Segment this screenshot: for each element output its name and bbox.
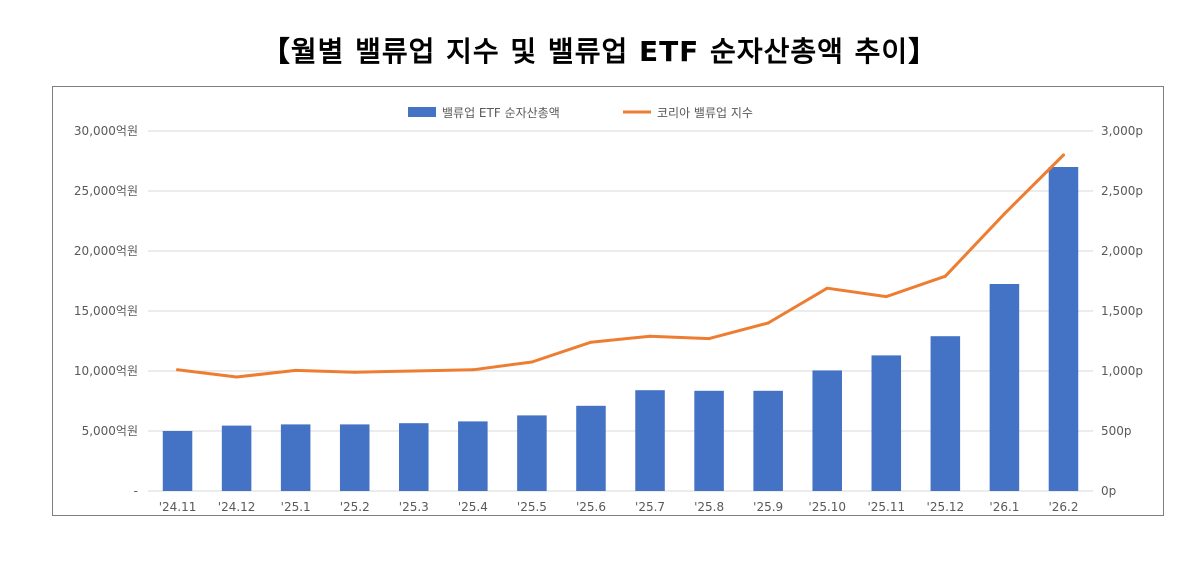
y-left-tick-label: 30,000억원 (74, 124, 138, 138)
bar (812, 370, 842, 491)
bar (458, 421, 488, 491)
bar (1048, 167, 1079, 491)
legend-label-line: 코리아 밸류업 지수 (657, 106, 753, 120)
legend-swatch-bar (408, 107, 436, 117)
y-right-tick-label: 2,500p (1101, 184, 1143, 198)
x-tick-label: '26.2 (1048, 500, 1078, 514)
x-tick-label: '25.9 (753, 500, 783, 514)
x-tick-label: '25.8 (694, 500, 724, 514)
x-tick-label: '24.12 (218, 500, 256, 514)
y-right-tick-label: 2,000p (1101, 244, 1143, 258)
chart-frame: - 5,000억원 10,000억원 15,000억원 20,000억원 25,000억원… (52, 86, 1164, 516)
y-left-tick-label: 15,000억원 (74, 304, 138, 318)
line-point (766, 321, 770, 325)
x-tick-label: '25.6 (576, 500, 606, 514)
chart-svg: - 5,000억원 10,000억원 15,000억원 20,000억원 25,000억원… (74, 106, 1143, 514)
x-tick-label: '25.7 (635, 500, 665, 514)
y-right-tick-label: 1,500p (1101, 304, 1143, 318)
line-point (1061, 153, 1065, 157)
bar (635, 390, 665, 491)
series-line (176, 153, 1065, 379)
x-tick-label: '25.1 (281, 500, 311, 514)
bar (162, 431, 193, 491)
bar (576, 405, 606, 491)
bar (694, 390, 724, 491)
y-left-tick-label: - (134, 484, 138, 498)
line-point (707, 337, 711, 341)
line-point (176, 368, 180, 372)
line-point (589, 340, 593, 344)
y-right-tick-label: 0p (1101, 484, 1116, 498)
line-point (412, 369, 416, 373)
y-left-tick-label: 5,000억원 (82, 424, 138, 438)
x-tick-label: '25.11 (867, 500, 905, 514)
bar (930, 336, 961, 491)
line-point (825, 286, 829, 290)
bar (339, 424, 370, 491)
y-left-tick-label: 20,000억원 (74, 244, 138, 258)
x-tick-label: '24.11 (159, 500, 197, 514)
bar (517, 415, 547, 491)
bar (753, 390, 783, 491)
x-tick-label: '25.2 (340, 500, 370, 514)
bar (221, 425, 252, 491)
line-point (530, 360, 534, 364)
bar (280, 424, 311, 491)
legend-label-bar: 밸류업 ETF 순자산총액 (442, 106, 560, 120)
line-point (943, 274, 947, 278)
line-point (648, 334, 652, 338)
line-point (235, 375, 239, 379)
line-point (1002, 212, 1006, 216)
y-right-tick-label: 500p (1101, 424, 1132, 438)
x-tick-label: '26.1 (989, 500, 1019, 514)
y-left-tick-label: 10,000억원 (74, 364, 138, 378)
bar (399, 423, 429, 491)
line-point (353, 370, 357, 374)
page-title: 【월별 밸류업 지수 및 밸류업 ETF 순자산총액 추이】 (261, 35, 938, 68)
y-right-tick-label: 1,000p (1101, 364, 1143, 378)
x-tick-label: '25.4 (458, 500, 488, 514)
line-point (884, 295, 888, 299)
line-point (294, 368, 298, 372)
x-tick-label: '25.3 (399, 500, 429, 514)
y-right-tick-label: 3,000p (1101, 124, 1143, 138)
x-tick-label: '25.10 (808, 500, 846, 514)
bar (871, 355, 902, 491)
x-tick-label: '25.12 (927, 500, 965, 514)
y-left-tick-label: 25,000억원 (74, 184, 138, 198)
x-tick-label: '25.5 (517, 500, 547, 514)
line-point (471, 368, 475, 372)
bar (989, 284, 1020, 491)
